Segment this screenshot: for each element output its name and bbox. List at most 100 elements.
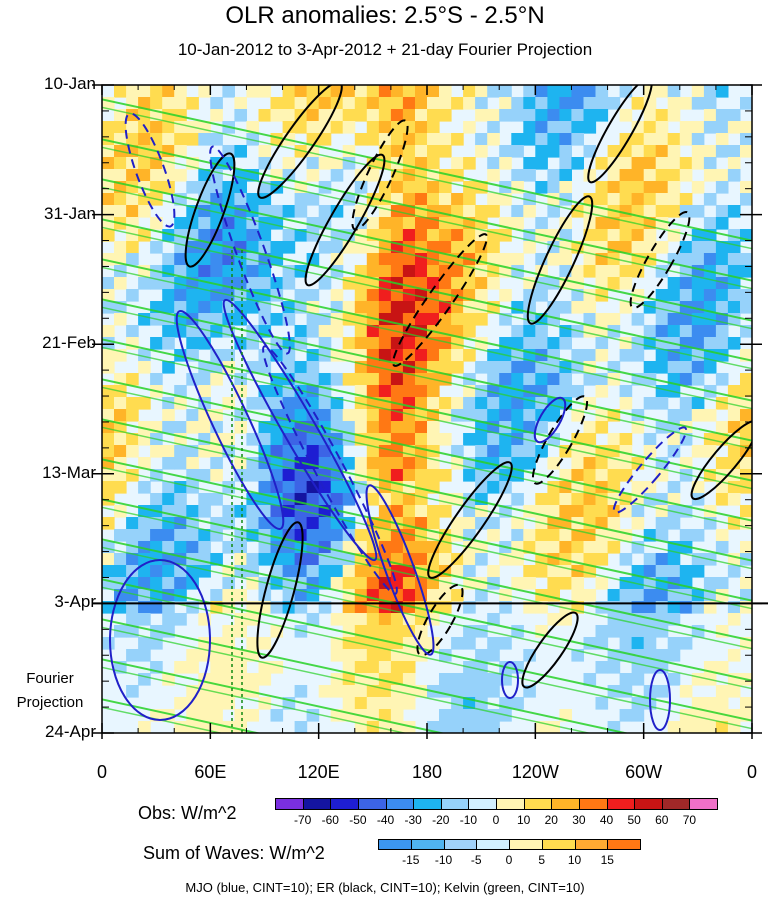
field-cell	[667, 85, 681, 98]
field-cell	[583, 529, 597, 542]
field-cell	[463, 313, 476, 326]
field-cell	[342, 301, 356, 314]
field-cell	[222, 577, 235, 590]
field-cell	[306, 433, 320, 446]
field-cell	[102, 481, 115, 494]
field-cell	[270, 445, 284, 458]
field-cell	[547, 577, 560, 590]
field-cell	[583, 541, 597, 554]
field-cell	[523, 421, 536, 434]
field-cell	[402, 649, 416, 662]
colorbar-tick-label: 50	[627, 813, 641, 827]
field-cell	[511, 109, 524, 122]
field-cell	[378, 481, 392, 494]
field-cell	[691, 409, 705, 422]
field-cell	[126, 445, 139, 458]
field-cell	[487, 457, 500, 470]
field-cell	[667, 673, 681, 686]
field-cell	[246, 709, 259, 722]
field-cell	[607, 169, 621, 182]
field-cell	[619, 181, 633, 194]
field-cell	[715, 541, 729, 554]
field-cell	[378, 649, 392, 662]
field-cell	[342, 637, 356, 650]
field-cell	[234, 301, 247, 314]
field-cell	[463, 349, 476, 362]
field-cell	[415, 145, 428, 158]
field-cell	[354, 289, 368, 302]
field-cell	[451, 241, 464, 254]
field-cell	[655, 517, 669, 530]
colorbar-tick-label: -15	[402, 853, 420, 867]
field-cell	[691, 673, 705, 686]
field-cell	[463, 685, 476, 698]
field-cell	[667, 445, 681, 458]
field-cell	[378, 325, 392, 338]
field-cell	[703, 157, 717, 170]
field-cell	[390, 85, 404, 98]
field-cell	[234, 721, 247, 733]
field-cell	[102, 469, 115, 482]
field-cell	[246, 397, 259, 410]
field-cell	[306, 445, 320, 458]
field-cell	[198, 205, 211, 218]
field-cell	[306, 361, 320, 374]
field-cell	[390, 421, 404, 434]
field-cell	[354, 133, 368, 146]
field-cell	[523, 529, 536, 542]
field-cell	[126, 553, 139, 566]
field-cell	[547, 253, 560, 266]
field-cell	[210, 553, 223, 566]
field-cell	[150, 373, 163, 386]
field-cell	[306, 481, 320, 494]
field-cell	[306, 493, 320, 506]
field-cell	[186, 697, 199, 710]
field-cell	[523, 193, 536, 206]
field-cell	[595, 97, 609, 110]
field-cell	[439, 349, 452, 362]
field-cell	[210, 301, 223, 314]
field-cell	[463, 565, 476, 578]
field-cell	[511, 445, 524, 458]
field-cell	[366, 265, 380, 278]
field-cell	[378, 289, 392, 302]
field-cell	[643, 433, 657, 446]
field-cell	[583, 469, 597, 482]
field-cell	[222, 661, 235, 674]
field-cell	[138, 361, 151, 374]
field-cell	[174, 85, 187, 98]
field-cell	[619, 457, 633, 470]
field-cell	[439, 709, 452, 722]
field-cell	[619, 229, 633, 242]
field-cell	[463, 673, 476, 686]
field-cell	[294, 469, 308, 482]
field-cell	[655, 361, 669, 374]
field-cell	[487, 433, 500, 446]
field-cell	[679, 637, 693, 650]
field-cell	[174, 457, 187, 470]
field-cell	[740, 541, 752, 554]
field-cell	[174, 133, 187, 146]
field-cell	[114, 205, 127, 218]
field-cell	[294, 685, 308, 698]
field-cell	[102, 397, 115, 410]
field-cell	[643, 625, 657, 638]
field-cell	[174, 289, 187, 302]
field-cell	[114, 565, 127, 578]
field-cell	[679, 433, 693, 446]
field-cell	[102, 157, 115, 170]
field-cell	[691, 565, 705, 578]
field-cell	[162, 493, 175, 506]
field-cell	[679, 289, 693, 302]
field-cell	[451, 721, 464, 733]
field-cell	[354, 661, 368, 674]
field-cell	[114, 481, 127, 494]
field-cell	[330, 481, 344, 494]
field-cell	[499, 445, 512, 458]
field-cell	[354, 169, 368, 182]
field-cell	[595, 193, 609, 206]
x-tick-label: 0	[96, 762, 108, 782]
field-cell	[210, 661, 223, 674]
field-cell	[655, 169, 669, 182]
field-cell	[475, 289, 488, 302]
